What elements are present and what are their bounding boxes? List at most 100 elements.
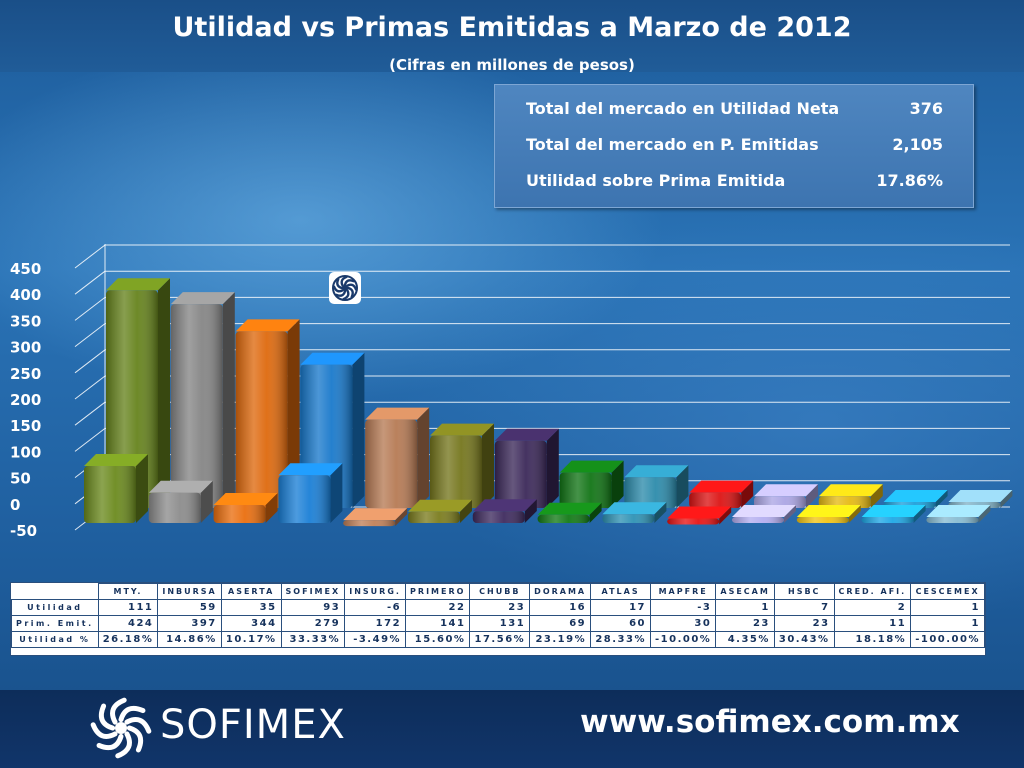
bar-side-face [136,453,148,523]
swirl-blade [98,703,116,731]
bar-chart: 450 400 350 300 250 200 150 100 50 0 -50 [10,244,1013,540]
bar-prim-emit [494,428,559,508]
table-cell: 17.56% [469,631,531,648]
bar-prim-emit [559,460,624,508]
bar-highlight [732,517,784,523]
bar-side-face [676,465,689,508]
bar-utilidad [537,502,602,523]
bar-highlight [667,518,720,525]
table-header-cell: ASERTA [220,583,282,600]
bar-highlight [494,440,547,508]
gridline-side [74,323,106,347]
bar-side-face [741,480,754,508]
bar-prim-emit [818,484,883,508]
bar-top-face [106,278,170,291]
bar-highlight [861,517,914,523]
table-cell: -3.49% [344,631,407,648]
table-header-cell: INBURSA [157,583,222,600]
table-cell: 10.17% [220,631,282,648]
bar-side-face [913,505,926,523]
gridline-side [74,270,106,295]
table-header-cell: ASECAM [715,583,775,600]
bar-highlight [84,465,136,523]
gridline-side [74,401,106,426]
bar-top-face [300,352,365,365]
table-header-cell: CHUBB [469,583,531,600]
footer-bar [0,690,1024,768]
table-cell: 22 [405,599,471,616]
bar-side-face [352,352,365,508]
table-cell: 344 [220,615,282,632]
y-tick-label: 400 [10,286,41,304]
table-cell: 279 [280,615,346,632]
gridline-side [74,375,106,400]
table-cell: 23 [469,599,531,616]
chart-bars [84,278,1013,527]
table-header-cell: SOFIMEX [280,583,346,600]
bar-prim-emit [170,292,235,508]
swirl-blade [124,717,152,734]
table-cell: 7 [773,599,835,616]
table-header-cell: ATLAS [590,583,651,600]
summary-label: Total del mercado en P. Emitidas [526,135,819,154]
table-header-cell: DORAMA [529,583,592,600]
sofimex-logo-icon [329,272,361,304]
bar-top-face [84,453,148,466]
table-cell: 131 [469,615,531,632]
bar-top-face [213,493,278,506]
y-tick-label: 450 [10,260,41,278]
swirl-blade [346,283,358,291]
summary-label: Total del mercado en Utilidad Neta [526,99,840,118]
website-link[interactable]: www.sofimex.com.mx [580,704,960,740]
table-corner-cell [11,583,99,600]
table-row: Utilidad 111 59 35 93 -6 22 23 16 17 -3 1 7 2 1 [11,599,985,616]
bar-utilidad [148,480,213,523]
bar-prim-emit [754,484,818,508]
table-cell: 11 [833,615,912,632]
table-cell: 60 [590,615,651,632]
bar-utilidad [861,505,926,523]
swirl-blade [126,725,144,753]
table-cell: 69 [529,615,592,632]
table-header-row: MTY. INBURSA ASERTA SOFIMEX INSURG. PRIMERO CH… [11,583,985,600]
bar-side-face [654,502,667,523]
bar-top-face [235,319,300,332]
bar-utilidad [472,499,537,523]
bar-utilidad [278,463,343,523]
bar-top-face [948,490,1013,502]
bar-side-face [719,506,732,525]
swirl-blade [96,733,124,751]
table-cell: 397 [157,615,222,632]
bar-top-face [278,463,343,476]
table-cell: 16 [529,599,592,616]
bar-side-face [546,428,559,508]
y-tick-label: 300 [10,339,41,357]
swirl-blade [115,731,132,759]
y-tick-label: 200 [10,391,41,409]
bar-top-face [408,499,472,512]
bar-top-face [472,499,537,512]
gridline-side [74,349,106,374]
bar-highlight [602,514,655,523]
bar-side-face [330,463,343,523]
bar-top-face [537,502,602,515]
table-cell: 59 [157,599,222,616]
table-header-cell: PRIMERO [405,583,471,600]
bar-top-face [624,465,689,478]
bar-highlight [472,511,525,523]
gridline-side [74,297,106,321]
table-cell: 28.33% [590,631,651,648]
market-summary-box: Total del mercado en Utilidad Neta 376 T… [494,84,974,208]
table-header-cell: MTY. [97,583,159,600]
y-tick-label: 50 [10,470,31,488]
bar-side-face [611,460,624,508]
y-tick-label: 150 [10,417,41,435]
y-tick-label: 350 [10,312,41,330]
bar-highlight [559,472,612,508]
table-header-cell: HSBC [773,583,835,600]
bar-top-face [602,502,667,515]
table-cell: 23 [773,615,835,632]
table-cell: -3 [649,599,717,616]
brand-name: SOFIMEX [160,702,346,748]
bar-prim-emit [365,407,430,508]
